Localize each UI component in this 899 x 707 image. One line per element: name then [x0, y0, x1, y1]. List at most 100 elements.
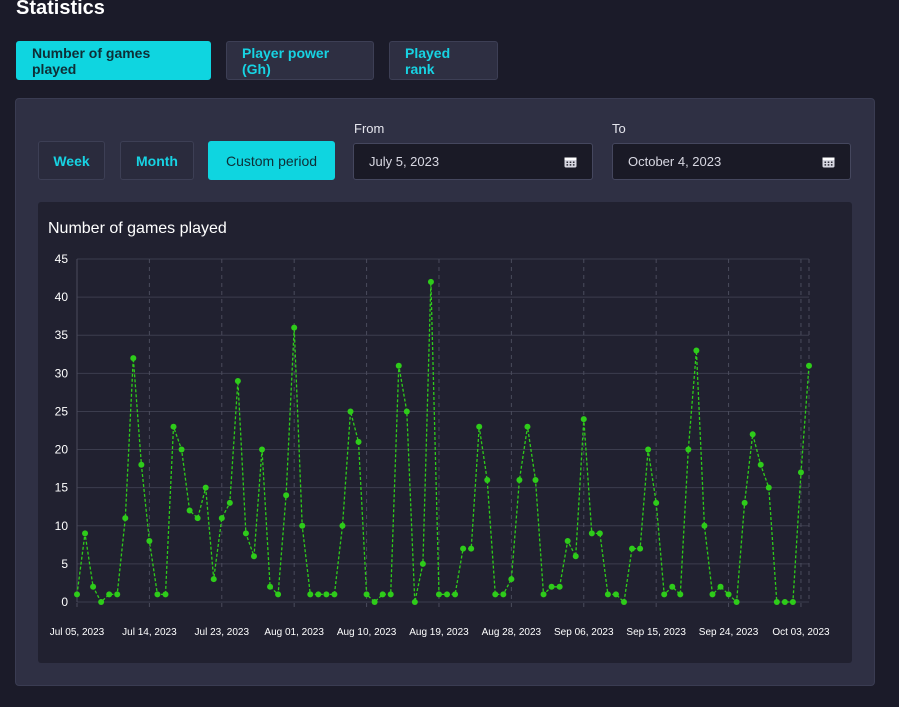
data-point [701, 522, 708, 529]
data-point [749, 431, 756, 438]
x-tick-label: Jul 23, 2023 [195, 627, 250, 638]
data-point [685, 446, 692, 453]
data-point [516, 477, 523, 484]
data-point [596, 530, 603, 537]
line-chart: 0 5 10 15 20 25 30 35 40 45 Jul 05, 2023 Jul 14, 20… [50, 252, 830, 638]
data-point [427, 278, 434, 285]
data-point [773, 599, 780, 605]
y-tick-label: 40 [55, 290, 69, 304]
data-point [637, 545, 644, 552]
data-point [765, 484, 772, 491]
data-point [556, 583, 563, 590]
data-point [806, 362, 812, 369]
data-point [524, 423, 531, 430]
data-point [114, 591, 121, 598]
chart-title: Number of games played [48, 220, 227, 237]
page-title: Statistics [16, 0, 105, 19]
data-point [733, 599, 740, 605]
data-point [572, 553, 579, 560]
tab-number-of-games-played[interactable]: Number of games played [16, 41, 211, 80]
data-point [460, 545, 467, 552]
data-point [82, 530, 89, 537]
month-button[interactable]: Month [120, 141, 194, 180]
x-tick-label: Aug 19, 2023 [409, 627, 469, 638]
data-point [299, 522, 306, 529]
to-date-input[interactable]: October 4, 2023 [612, 143, 851, 180]
data-point [146, 538, 153, 545]
tab-played-rank[interactable]: Played rank [389, 41, 498, 80]
x-tick-label: Jul 05, 2023 [50, 627, 105, 638]
y-tick-label: 30 [55, 366, 69, 380]
data-point [612, 591, 619, 598]
data-point [347, 408, 354, 415]
data-point [468, 545, 475, 552]
data-point [548, 583, 555, 590]
data-point [154, 591, 161, 598]
data-point [419, 560, 426, 567]
data-point [395, 362, 402, 369]
to-label: To [612, 121, 626, 136]
data-point [709, 591, 716, 598]
custom-period-button[interactable]: Custom period [208, 141, 335, 180]
games-played-chart: Number of games played 0 5 10 15 20 25 30 35 40 4… [38, 202, 852, 663]
tab-player-power[interactable]: Player power (Gh) [226, 41, 374, 80]
data-point [604, 591, 611, 598]
data-point [355, 438, 362, 445]
data-point [540, 591, 547, 598]
data-point [403, 408, 410, 415]
x-tick-label: Sep 06, 2023 [554, 627, 614, 638]
data-point [484, 477, 491, 484]
data-point [170, 423, 177, 430]
x-tick-label: Aug 28, 2023 [482, 627, 542, 638]
y-tick-label: 5 [61, 557, 68, 571]
data-point [186, 507, 193, 514]
y-tick-label: 25 [55, 404, 69, 418]
y-tick-label: 45 [55, 252, 69, 266]
data-point [138, 461, 145, 468]
y-tick-label: 0 [61, 595, 68, 609]
data-point [267, 583, 274, 590]
data-point [90, 583, 97, 590]
data-point [130, 355, 137, 362]
data-point [162, 591, 169, 598]
data-point [242, 530, 249, 537]
data-point [717, 583, 724, 590]
data-point [435, 591, 442, 598]
from-date-value: July 5, 2023 [369, 154, 440, 169]
data-point [677, 591, 684, 598]
data-point [283, 492, 290, 499]
data-point [291, 324, 298, 331]
data-point [629, 545, 636, 552]
series-line [76, 281, 810, 604]
data-point [178, 446, 185, 453]
x-tick-label: Aug 01, 2023 [264, 627, 324, 638]
data-point [379, 591, 386, 598]
data-point [580, 416, 587, 423]
data-point [725, 591, 732, 598]
x-tick-label: Aug 10, 2023 [337, 627, 397, 638]
data-point [307, 591, 314, 598]
week-button[interactable]: Week [38, 141, 105, 180]
data-point [323, 591, 330, 598]
data-point [98, 599, 105, 605]
data-point [210, 576, 217, 583]
x-tick-label: Jul 14, 2023 [122, 627, 177, 638]
from-date-input[interactable]: July 5, 2023 [353, 143, 593, 180]
data-point [645, 446, 652, 453]
data-point [653, 499, 660, 506]
data-point [371, 599, 378, 605]
data-point [789, 599, 796, 605]
x-tick-label: Sep 15, 2023 [626, 627, 686, 638]
data-point [411, 599, 418, 605]
data-point [331, 591, 338, 598]
data-point [259, 446, 266, 453]
data-point [620, 599, 627, 605]
data-point [250, 553, 257, 560]
data-point [275, 591, 282, 598]
from-label: From [354, 121, 385, 136]
data-point [218, 515, 225, 522]
calendar-icon[interactable] [564, 156, 577, 168]
calendar-icon[interactable] [822, 156, 835, 168]
data-point [122, 515, 129, 522]
y-tick-label: 10 [55, 519, 69, 533]
